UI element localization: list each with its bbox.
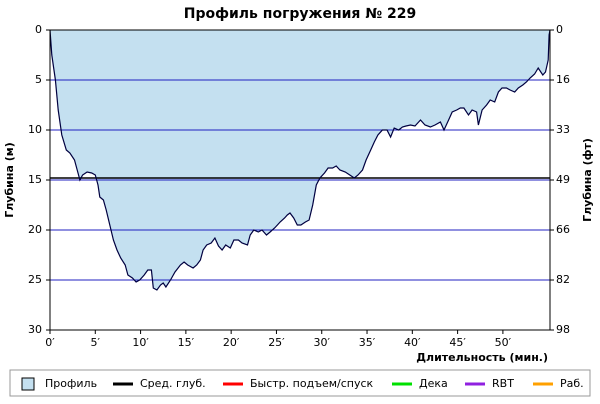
legend-label: Профиль — [45, 377, 97, 390]
legend-swatch — [21, 377, 35, 391]
y2-tick-label: 98 — [556, 323, 570, 336]
y-tick-label: 15 — [28, 173, 42, 186]
y-tick-label: 5 — [35, 73, 42, 86]
profile-area — [50, 30, 550, 290]
x-tick-label: 15′ — [178, 336, 195, 349]
legend-label: Сред. глуб. — [140, 377, 206, 390]
y-tick-label: 20 — [28, 223, 42, 236]
y-tick-label: 25 — [28, 273, 42, 286]
y2-tick-label: 33 — [556, 123, 570, 136]
y2-tick-label: 66 — [556, 223, 570, 236]
profile-line — [49, 29, 551, 291]
y2-axis-title: Глубина (фт) — [581, 138, 594, 222]
x-tick-label: 20′ — [223, 336, 240, 349]
y2-tick-label: 49 — [556, 173, 570, 186]
x-tick-label: 30′ — [313, 336, 330, 349]
legend-label: Раб. — [560, 377, 584, 390]
x-tick-label: 40′ — [404, 336, 421, 349]
y-tick-label: 30 — [28, 323, 42, 336]
y2-tick-label: 0 — [556, 23, 563, 36]
chart-title: Профиль погружения № 229 — [184, 6, 417, 22]
y2-tick-label: 16 — [556, 73, 570, 86]
x-tick-label: 50′ — [495, 336, 512, 349]
legend — [9, 369, 591, 397]
x-tick-label: 0′ — [45, 336, 55, 349]
x-tick-label: 25′ — [268, 336, 285, 349]
y-tick-label: 0 — [35, 23, 42, 36]
x-tick-label: 5′ — [91, 336, 101, 349]
x-tick-label: 10′ — [132, 336, 149, 349]
y-axis-title: Глубина (м) — [3, 142, 16, 218]
x-tick-label: 35′ — [359, 336, 376, 349]
x-tick-label: 45′ — [449, 336, 466, 349]
legend-label: RBT — [492, 377, 514, 390]
y-tick-label: 10 — [28, 123, 42, 136]
legend-label: Дека — [419, 377, 448, 390]
y2-tick-label: 82 — [556, 273, 570, 286]
x-axis-title: Длительность (мин.) — [416, 351, 548, 364]
legend-label: Быстр. подъем/спуск — [250, 377, 374, 390]
